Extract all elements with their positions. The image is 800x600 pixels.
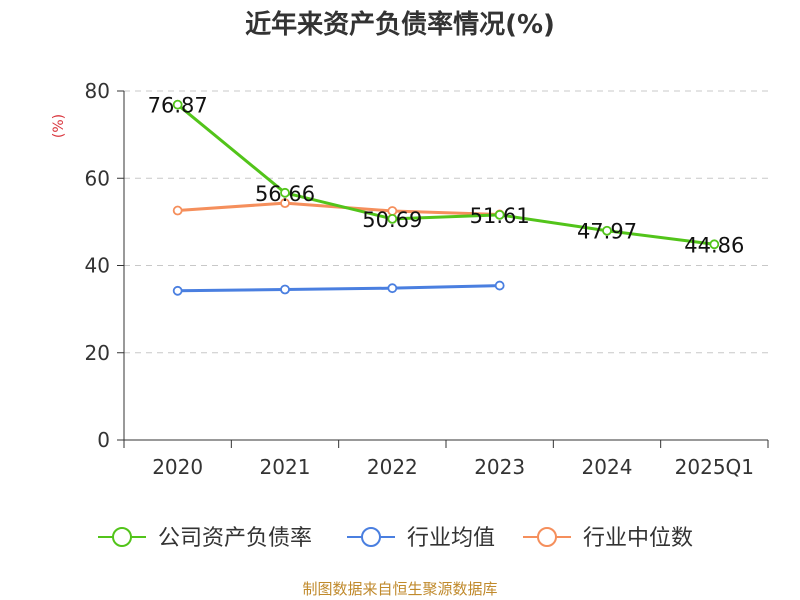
data-point [172, 99, 183, 110]
x-tick-label: 2022 [367, 455, 418, 479]
legend: 公司资产负债率 行业均值 行业中位数 [98, 526, 693, 551]
y-tick-label: 80 [85, 79, 110, 103]
data-label: 76.87 [148, 94, 208, 118]
data-point [280, 198, 290, 209]
y-tick-label: 0 [97, 428, 110, 452]
x-tick-label: 2023 [474, 455, 525, 479]
data-point [280, 284, 290, 295]
legend-item: 公司资产负债率 [98, 526, 312, 551]
data-point [494, 280, 505, 291]
legend-marker [537, 527, 557, 547]
data-point [602, 225, 612, 236]
legend-item: 行业中位数 [523, 526, 693, 551]
x-tick-label: 2021 [260, 455, 311, 479]
y-tick-label: 60 [85, 166, 110, 190]
chart-title: 近年来资产负债率情况(%) [245, 10, 555, 40]
data-point [280, 187, 290, 198]
x-tick-label: 2020 [152, 455, 203, 479]
grid-lines [124, 90, 768, 354]
legend-label: 行业均值 [407, 526, 495, 551]
data-point [387, 213, 398, 224]
y-axis-label: (%) [51, 114, 67, 138]
source-note: 制图数据来自恒生聚源数据库 [302, 580, 498, 598]
legend-item: 行业均值 [347, 526, 495, 551]
data-label: 51.61 [470, 204, 530, 228]
data-point [709, 239, 720, 250]
data-point [172, 285, 183, 296]
x-tick-label: 2024 [582, 455, 633, 479]
legend-label: 行业中位数 [583, 526, 693, 551]
data-label: 56.66 [255, 182, 315, 206]
legend-marker [112, 527, 132, 547]
y-tick-label: 20 [85, 341, 110, 365]
legend-marker [361, 527, 381, 547]
series-lines [172, 99, 720, 296]
series-line [176, 103, 715, 246]
data-label: 50.69 [362, 208, 422, 232]
y-tick-label: 40 [85, 254, 110, 278]
data-point [172, 205, 183, 216]
series-line [177, 284, 500, 293]
data-point [387, 283, 398, 294]
axes: 0 20 40 60 80 2020 2021 2022 2023 2024 2025Q1 [85, 79, 769, 479]
data-point [494, 209, 505, 220]
legend-label: 公司资产负债率 [158, 526, 312, 551]
x-tick-label: 2025Q1 [675, 455, 754, 479]
data-label: 47.97 [577, 220, 637, 244]
data-label: 44.86 [684, 233, 744, 257]
data-labels: 76.87 56.66 50.69 51.61 47.97 44.86 [148, 94, 745, 258]
